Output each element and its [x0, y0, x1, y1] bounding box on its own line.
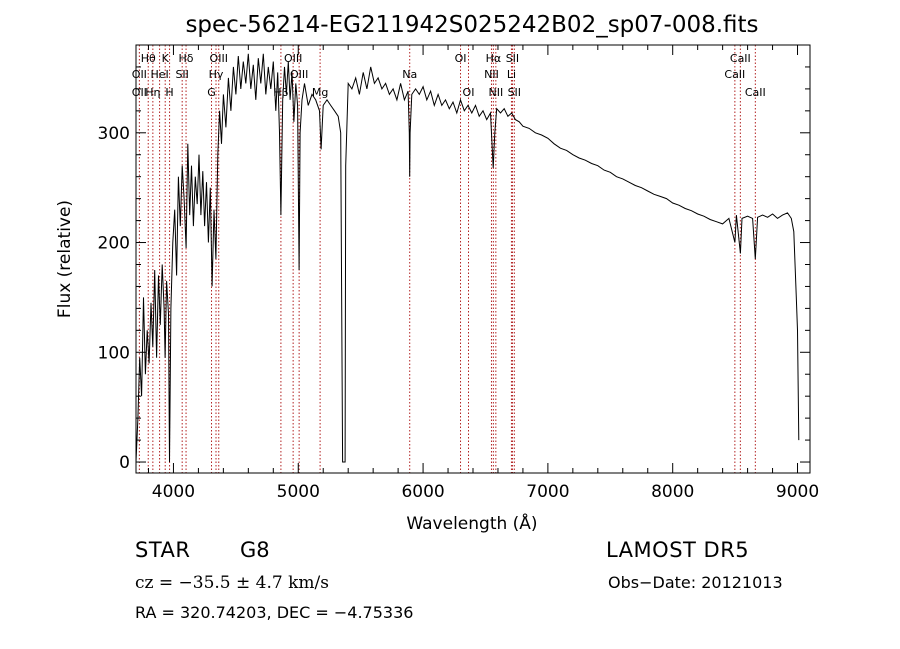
- marker-label: OII: [132, 68, 147, 81]
- x-axis-label: Wavelength (Å): [406, 512, 537, 534]
- x-tick-label: 8000: [651, 482, 694, 502]
- marker-label: OI: [463, 86, 475, 99]
- x-tick-label: 9000: [776, 482, 819, 502]
- x-tick-label: 6000: [401, 482, 444, 502]
- marker-label: NII: [484, 68, 499, 81]
- marker-label: Hα: [486, 52, 502, 65]
- observation-date: Obs−Date: 20121013: [608, 573, 783, 592]
- marker-label: SII: [506, 52, 519, 65]
- x-axis-ticks: 4000 5000 6000 7000 8000 9000: [147, 45, 819, 502]
- object-subclass: G8: [240, 538, 270, 562]
- plot-frame: [135, 44, 811, 474]
- y-tick-label: 300: [98, 124, 130, 144]
- marker-label: Hγ: [209, 68, 224, 81]
- y-axis-ticks: 0 100 200 300: [98, 66, 810, 473]
- redshift-velocity: cz = −35.5 ± 4.7 km/s: [135, 573, 329, 593]
- chart-title: spec-56214-EG211942S025242B02_sp07-008.f…: [185, 12, 758, 38]
- object-class: STAR: [135, 538, 191, 562]
- marker-label: Li: [507, 68, 516, 81]
- y-tick-label: 200: [98, 234, 130, 254]
- marker-label: CaII: [745, 86, 766, 99]
- marker-label: CaII: [724, 68, 745, 81]
- marker-label: NII: [488, 86, 503, 99]
- line-markers: [138, 45, 756, 473]
- marker-label: HeI: [150, 68, 168, 81]
- x-tick-label: 7000: [526, 482, 569, 502]
- marker-label: OIII: [290, 68, 308, 81]
- marker-label: Hδ: [179, 52, 194, 65]
- marker-label: G: [207, 86, 216, 99]
- x-tick-label: 5000: [277, 482, 320, 502]
- y-axis-label: Flux (relative): [55, 200, 75, 318]
- marker-label: H: [165, 86, 173, 99]
- marker-label: Mg: [312, 86, 328, 99]
- marker-label: Hη: [145, 86, 160, 99]
- marker-label: SII: [175, 68, 188, 81]
- survey-name: LAMOST DR5: [606, 538, 750, 562]
- marker-label: Na: [402, 68, 417, 81]
- marker-label: CaII: [730, 52, 751, 65]
- marker-label: K: [162, 52, 170, 65]
- marker-label: OI: [455, 52, 467, 65]
- marker-label: SII: [508, 86, 521, 99]
- y-tick-label: 100: [98, 343, 130, 363]
- marker-label: OIII: [284, 52, 302, 65]
- y-tick-label: 0: [119, 453, 130, 473]
- marker-label: Hθ: [141, 52, 156, 65]
- marker-label: OIII: [210, 52, 228, 65]
- x-tick-label: 4000: [152, 482, 195, 502]
- coordinates: RA = 320.74203, DEC = −4.75336: [135, 603, 414, 622]
- spectrum-line: [135, 53, 800, 463]
